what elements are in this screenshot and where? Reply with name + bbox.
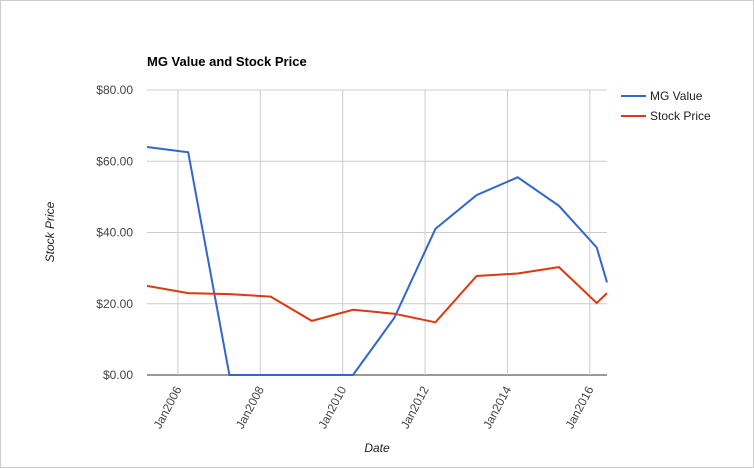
y-tick-label: $60.00 (96, 154, 133, 168)
y-tick-label: $20.00 (96, 297, 133, 311)
legend-label: Stock Price (650, 109, 711, 123)
line-series (146, 266, 608, 324)
x-axis-title: Date (364, 441, 390, 455)
y-tick-label: $0.00 (103, 368, 133, 382)
chart-title: MG Value and Stock Price (147, 54, 307, 69)
line-series (146, 146, 608, 376)
legend-label: MG Value (650, 89, 703, 103)
y-tick-label: $40.00 (96, 226, 133, 240)
y-tick-label: $80.00 (96, 83, 133, 97)
y-axis-title: Stock Price (43, 201, 57, 262)
